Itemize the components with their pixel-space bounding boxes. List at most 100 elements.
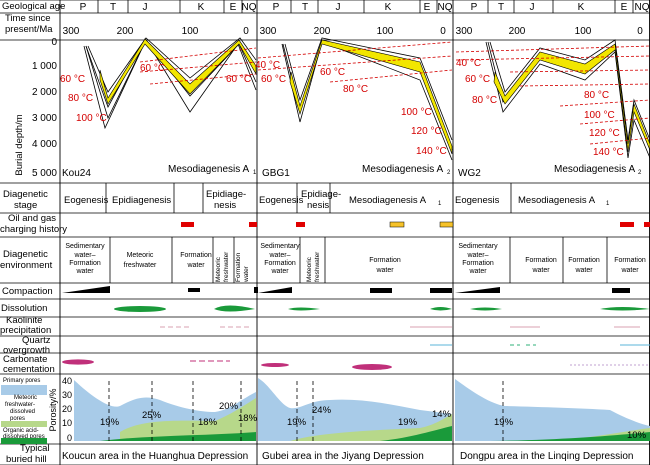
env-text: water [75,268,94,275]
env-text: water– [466,252,488,259]
burial-history-curves [485,39,650,159]
porosity-primary-area [455,379,650,441]
label-buried-line2: buried hill [6,454,47,465]
env-text: water [375,267,394,274]
vertical-environments: Meteoric freshwater [306,251,321,282]
dissolution-bar [288,307,320,311]
label-dissolution: Dissolution [1,303,47,314]
panel-kou24: P T J K E NQ 300 200 100 0 60 °C [60,2,258,462]
oil-charge-bar [439,221,454,228]
porosity-value: 19% [494,417,514,428]
compaction-bar [258,287,292,293]
env-text: water [468,268,487,275]
period-label: T [302,2,308,13]
env-text: water [574,267,593,274]
panel-gbg1: P T J K E NQ 300 200 100 0 40 °C 60 °C [255,2,454,462]
row-labels: Geological age Time since present/Ma Bur… [0,1,67,465]
env-text: Formation [180,252,212,259]
temperature-labels: 40 °C 60 °C 80 °C 80 °C 100 °C 120 °C 14… [456,58,624,158]
porosity-axis: 40 30 20 10 0 [62,376,72,443]
porosity-dividers [108,381,242,441]
env-text: water [531,267,550,274]
porosity-value: 19% [398,417,418,428]
env-text: Sedimentary [65,243,105,250]
temp-label: 60 °C [320,67,345,78]
time-tick: 200 [314,26,331,37]
carbonate-bar [62,359,94,365]
porosity-value: 10% [627,430,647,441]
env-text: Formation [369,257,401,264]
porosity-value: 19% [100,417,120,428]
label-quartz-line2: overgrowth [3,345,50,356]
stages: Eogenesis Epidiagenesis Epidiage- nesis [64,189,246,211]
env-text: water– [268,252,290,259]
period-label: K [198,2,205,13]
meso-label: Mesodiagenesis A [554,164,635,175]
isotherms [257,41,453,83]
time-ticks: 300 200 100 0 [456,26,644,37]
env-text: water [270,268,289,275]
time-tick: 300 [260,26,277,37]
stage-label: Eogenesis [455,195,500,206]
panel-caption: Koucun area in the Huanghua Depression [62,451,248,462]
env-text: freshwater [124,262,157,269]
label-carbonate-line2: cementation [3,364,55,375]
label-burial-depth: Burial depth/m [14,114,25,175]
stage-label: nesis [307,200,329,211]
label-stage-line2: stage [14,200,37,211]
oil-charge-bar [249,222,257,227]
porosity-tick: 30 [62,390,72,400]
time-tick: 0 [637,26,643,37]
dissolution-bar [600,307,650,311]
env-text: water [620,267,639,274]
dissolution-bar [470,307,502,311]
label-oil-line2: charging history [0,224,67,235]
label-compaction: Compaction [2,286,53,297]
temp-label: 60 °C [261,74,286,85]
legend-meteoric-l2: freshwater- [5,402,35,408]
env-text: water [186,262,205,269]
label-kaolinite-line2: precipitation [0,325,51,336]
porosity-value: 19% [287,417,307,428]
legend-meteoric-l4: pores [10,416,25,422]
stages: Eogenesis Mesodiagenesis A 1 [455,195,610,207]
temp-label: 100 °C [584,110,615,121]
env-text: water [243,265,250,283]
legend-meteoric-l1: Meteoric [14,395,37,401]
compaction-bar [62,286,110,293]
oil-charge-bar [181,222,194,227]
period-label: J [143,2,148,13]
env-text: Formation [264,260,296,267]
well-name: GBG1 [262,168,290,179]
stage-label: Eogenesis [64,195,109,206]
porosity-tick: 10 [62,418,72,428]
period-label: T [498,2,504,13]
carbonate-bar [352,364,392,370]
env-text: Meteoric [306,256,313,282]
stage-label: Epidiage- [206,189,246,200]
label-quartz-line1: Quartz [22,335,51,346]
porosity-organic-area [490,432,650,441]
temperature-labels: 40 °C 60 °C 60 °C 80 °C 100 °C 120 °C 14… [255,60,447,157]
period-label: K [385,2,392,13]
depth-tick: 5 000 [32,168,57,179]
compaction-bar [455,287,500,293]
env-text: Formation [462,260,494,267]
meso-sub: 1 [253,170,257,176]
porosity-organic-area [380,426,452,441]
period-label: K [578,2,585,13]
stages: Eogenesis Epidiage- nesis Mesodiagenesis… [259,189,442,211]
stage-label: Epidiagenesis [112,195,171,206]
depth-tick: 2 000 [32,87,57,98]
temp-label: 100 °C [401,107,432,118]
porosity-values: 19% 10% [494,417,647,441]
stage-label: Mesodiagenesis A [349,195,427,206]
label-geological-age: Geological age [2,1,65,12]
label-stage-line1: Diagenetic [3,189,48,200]
env-text: Meteoric [215,256,222,282]
compaction-bar [254,287,258,293]
env-text: freshwater [314,251,321,282]
environments: Sedimentary water– Formation water Forma… [260,243,401,275]
temp-label: 140 °C [593,147,624,158]
